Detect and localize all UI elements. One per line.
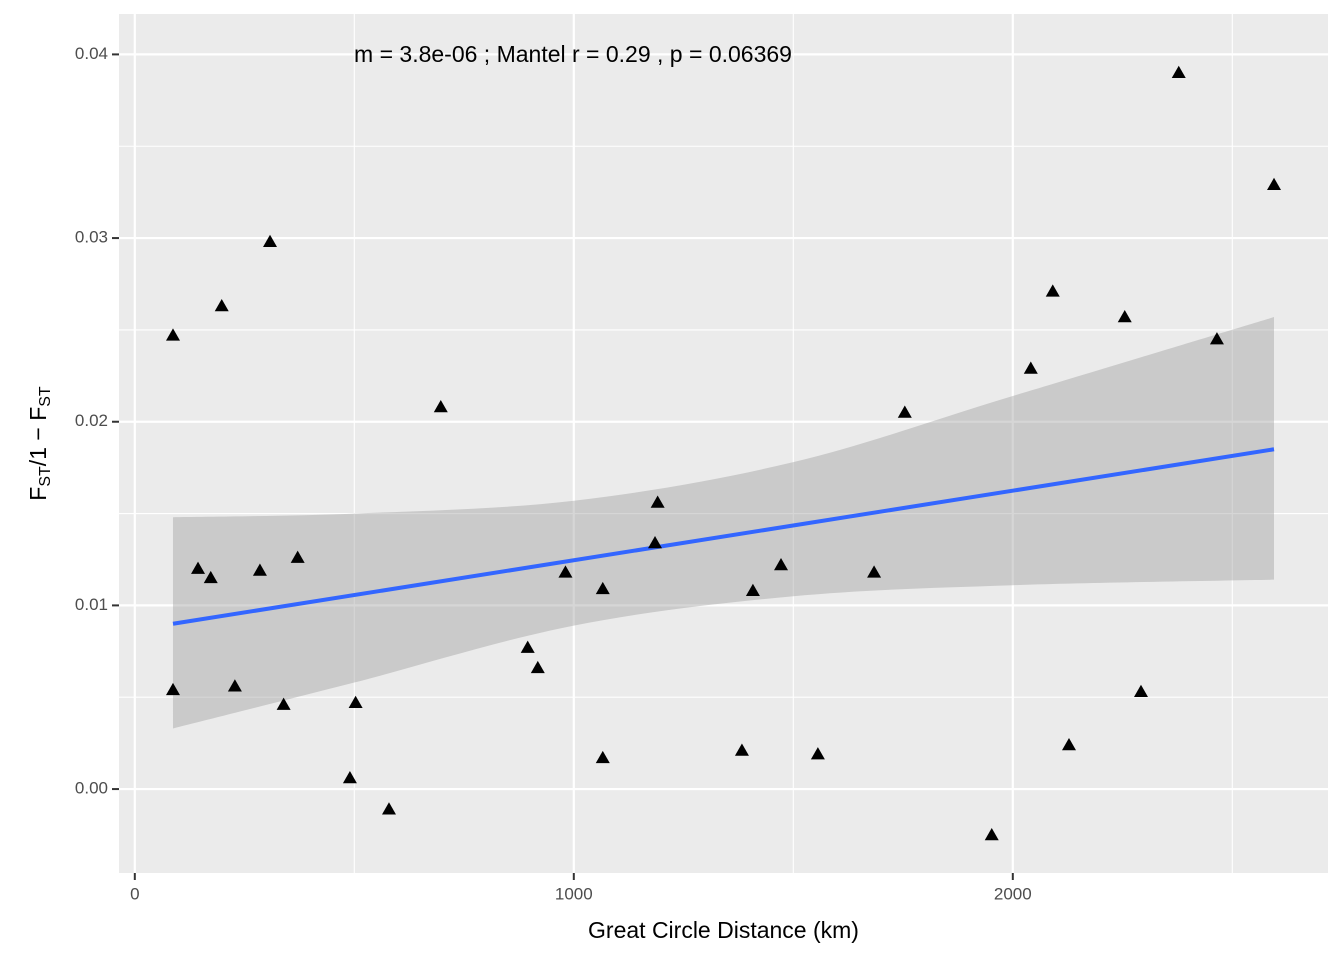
point xyxy=(530,660,545,674)
point xyxy=(558,565,573,578)
point xyxy=(1171,65,1186,79)
point xyxy=(1209,332,1224,345)
y-axis-title-part: /1 − F xyxy=(25,407,51,466)
point xyxy=(276,697,291,710)
point xyxy=(290,550,305,563)
y-axis-title-subscript: ST xyxy=(37,466,54,487)
y-tick-label: 0.04 xyxy=(75,44,108,63)
y-tick-label: 0.00 xyxy=(75,779,108,798)
point xyxy=(433,400,448,413)
point xyxy=(1045,284,1060,297)
point xyxy=(165,328,180,341)
point xyxy=(381,802,396,815)
point xyxy=(595,581,610,595)
point xyxy=(984,827,999,841)
y-axis-title: FST/1 − FST xyxy=(25,386,54,501)
y-tick-label: 0.01 xyxy=(75,595,108,614)
confidence-band xyxy=(172,317,1275,729)
point xyxy=(648,535,663,549)
panel xyxy=(119,14,1328,873)
point xyxy=(745,583,760,596)
point xyxy=(203,570,218,584)
point xyxy=(1133,684,1148,697)
point xyxy=(897,405,912,418)
point xyxy=(165,682,180,696)
y-tick-label: 0.03 xyxy=(75,228,108,247)
point xyxy=(1267,177,1282,191)
point xyxy=(227,679,242,692)
point xyxy=(1061,737,1076,751)
point xyxy=(342,771,357,784)
point xyxy=(734,743,749,756)
x-axis-title: Great Circle Distance (km) xyxy=(588,917,859,943)
point xyxy=(191,561,206,574)
y-axis-title-part: F xyxy=(25,487,51,501)
point xyxy=(867,565,882,578)
annotation: m = 3.8e-06 ; Mantel r = 0.29 , p = 0.06… xyxy=(354,41,792,67)
point xyxy=(348,695,363,708)
point xyxy=(263,234,278,247)
x-tick-label: 1000 xyxy=(555,884,593,903)
point xyxy=(1023,361,1038,374)
point xyxy=(650,495,665,508)
y-tick-label: 0.02 xyxy=(75,411,108,430)
x-tick-label: 2000 xyxy=(994,884,1032,903)
point xyxy=(774,557,789,571)
y-axis-title-subscript: ST xyxy=(37,386,54,407)
x-tick-label: 0 xyxy=(130,884,139,903)
point xyxy=(214,299,229,312)
point xyxy=(595,750,610,764)
point xyxy=(810,747,825,760)
fit-line xyxy=(172,447,1275,626)
point xyxy=(520,640,535,653)
point xyxy=(252,563,267,576)
point xyxy=(1117,310,1132,323)
